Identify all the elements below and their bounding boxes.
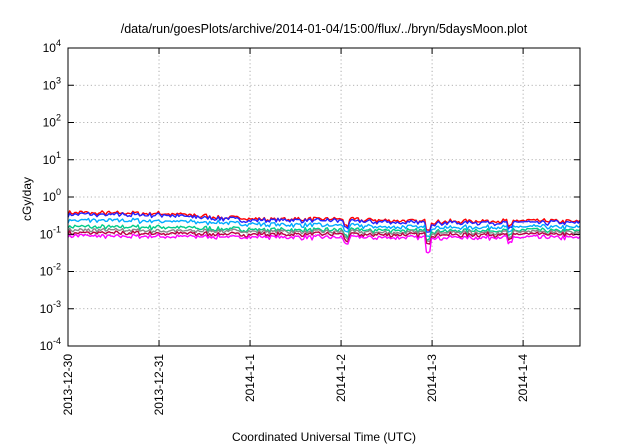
- series-line: [67, 217, 581, 238]
- y-tick-label: 10-1: [40, 224, 61, 241]
- tick-layer: 10-4 10-3 10-2 10-1 100 101 102 103 104 2013-12-3…: [40, 38, 580, 415]
- y-tick-label: 10-3: [40, 299, 61, 316]
- series-line: [67, 210, 581, 232]
- grid-layer: [68, 48, 580, 346]
- y-tick-label: 101: [43, 150, 61, 167]
- x-tick-label: 2014-1-2: [334, 354, 348, 402]
- y-tick-label: 104: [43, 38, 61, 55]
- x-tick-label: 2014-1-4: [516, 354, 530, 402]
- y-tick-label: 102: [43, 113, 61, 130]
- y-tick-label: 10-2: [40, 262, 61, 279]
- series-line: [67, 227, 581, 243]
- x-tick-label: 2014-1-3: [425, 354, 439, 402]
- y-tick-label: 103: [43, 75, 61, 92]
- y-tick-label: 10-4: [40, 336, 61, 353]
- y-tick-label: 100: [43, 187, 61, 204]
- y-axis-label: cGy/day: [20, 177, 34, 221]
- chart-title: /data/run/goesPlots/archive/2014-01-04/1…: [121, 22, 528, 36]
- x-tick-label: 2014-1-1: [243, 354, 257, 402]
- x-tick-label: 2013-12-30: [61, 354, 75, 416]
- series-line: [67, 211, 581, 233]
- x-axis-label: Coordinated Universal Time (UTC): [232, 430, 416, 444]
- series-line: [67, 230, 581, 245]
- series-line: [67, 233, 581, 254]
- plot-frame: [67, 47, 581, 347]
- series-layer: [67, 210, 581, 254]
- x-tick-label: 2013-12-31: [152, 354, 166, 416]
